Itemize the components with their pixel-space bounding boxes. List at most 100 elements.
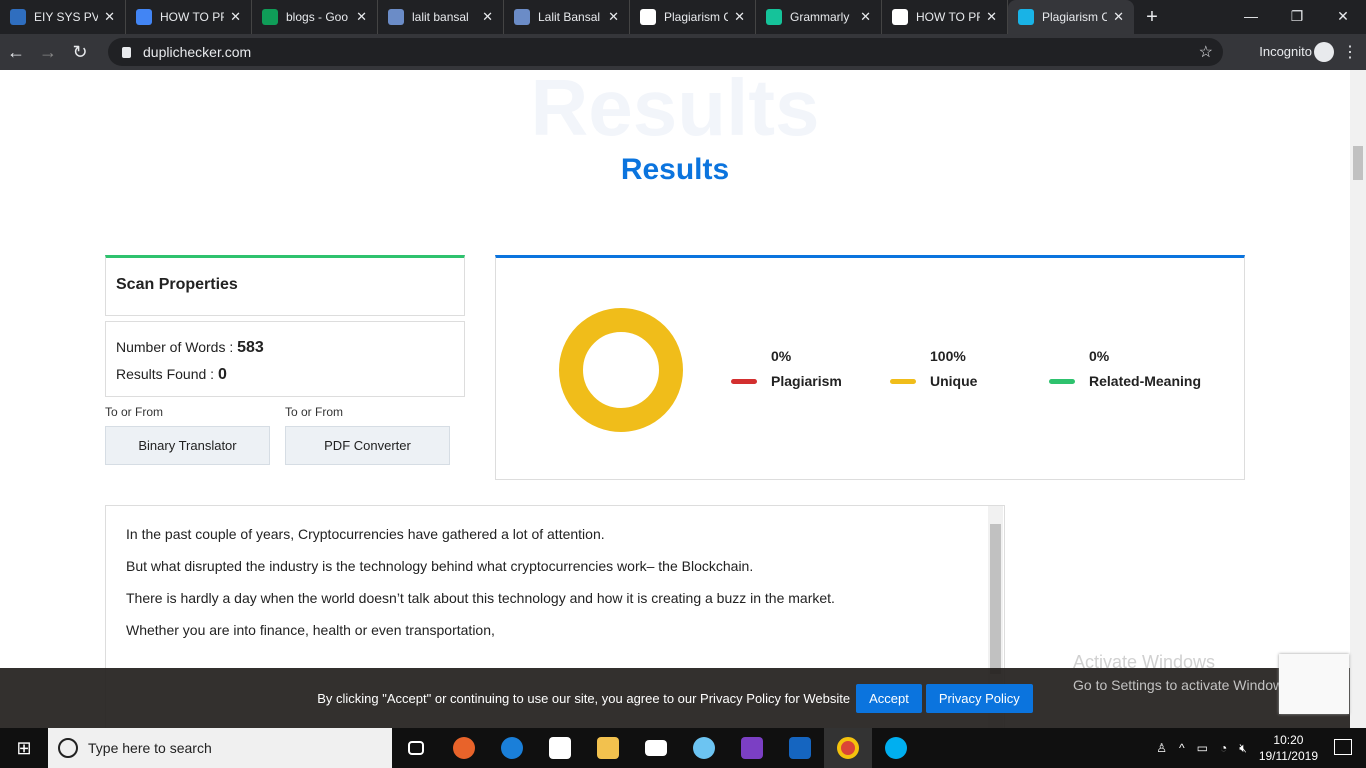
chrome-icon[interactable] (824, 728, 872, 768)
page-scrollbar[interactable] (1350, 70, 1366, 728)
incognito-icon[interactable] (1314, 42, 1334, 62)
to-from-label: To or From (105, 405, 164, 419)
donut-segment-unique (559, 308, 683, 432)
legend-percent: 100% (930, 348, 966, 364)
tab-title: Plagiarism C (1042, 10, 1108, 24)
tab-title: HOW TO PR (916, 10, 981, 24)
accept-button[interactable]: Accept (856, 683, 922, 713)
outlook-icon[interactable] (776, 728, 824, 768)
results-label: Results Found : (116, 366, 215, 382)
close-tab-icon[interactable]: ✕ (986, 9, 997, 24)
lock-icon (122, 46, 131, 58)
close-tab-icon[interactable]: ✕ (734, 9, 745, 24)
tab[interactable]: Lalit Bansal ✕ (504, 0, 630, 34)
search-placeholder: Type here to search (88, 740, 212, 756)
tab-title: Plagiarism C (664, 10, 729, 24)
task-view-icon[interactable] (392, 728, 440, 768)
24-icon (10, 9, 26, 25)
tab[interactable]: Plagiarism C ✕ (630, 0, 756, 34)
close-window-button[interactable]: ✕ (1337, 8, 1349, 24)
duplichecker-icon (1018, 9, 1034, 25)
text-paragraph: But what disrupted the industry is the t… (126, 558, 754, 574)
privacy-policy-button[interactable]: Privacy Policy (925, 683, 1033, 713)
taskbar: ⊞ Type here to search ♙ ^ ▭ ◔ 🔇︎ 10:20 19… (0, 728, 1366, 768)
clock[interactable]: 10:20 19/11/2019 (1259, 732, 1318, 764)
back-button[interactable]: ← (7, 41, 25, 62)
taskbar-search[interactable]: Type here to search (48, 728, 392, 768)
edge-icon[interactable] (488, 728, 536, 768)
activate-windows-title: Activate Windows (1073, 652, 1216, 672)
close-tab-icon[interactable]: ✕ (104, 9, 115, 24)
people-icon[interactable]: ♙ (1156, 741, 1168, 755)
scan-properties-header: Scan Properties (105, 255, 465, 316)
forward-button[interactable]: → (39, 41, 57, 62)
windows-start-icon[interactable]: ⊞ (16, 737, 32, 758)
file-explorer-icon[interactable] (584, 728, 632, 768)
scan-properties: Number of Words : 583 Results Found : 0 (105, 321, 465, 397)
legend-label: Plagiarism (771, 373, 842, 389)
tab[interactable]: HOW TO PR ✕ (126, 0, 252, 34)
cookie-banner: By clicking "Accept" or continuing to us… (0, 668, 1350, 728)
system-tray: ♙ ^ ▭ ◔ 🔇︎ 10:20 19/11/2019 (1156, 728, 1318, 768)
page-title: Results (620, 153, 730, 186)
sst-icon (640, 9, 656, 25)
results-chart: 0% Plagiarism 100% Unique 0% Related-Meaning (495, 255, 1245, 480)
mail-icon[interactable] (632, 728, 680, 768)
tab-title: Lalit Bansal (538, 10, 601, 24)
app-24-icon[interactable] (680, 728, 728, 768)
reload-button[interactable]: ↻ (72, 41, 88, 62)
donut-chart (559, 308, 683, 432)
pdf-converter-button[interactable]: PDF Converter (285, 426, 450, 465)
address-bar[interactable]: duplichecker.com ☆ (108, 38, 1223, 66)
restore-button[interactable]: ❐ (1290, 8, 1304, 24)
visual-studio-icon[interactable] (728, 728, 776, 768)
url-text: duplichecker.com (143, 44, 252, 60)
results-count: 0 (217, 366, 227, 383)
legend-swatch (890, 379, 916, 384)
tab-title: blogs - Goo (286, 10, 349, 24)
close-tab-icon[interactable]: ✕ (356, 9, 367, 24)
user-icon (388, 9, 404, 25)
close-tab-icon[interactable]: ✕ (608, 9, 619, 24)
docs-icon (136, 9, 152, 25)
grammarly-icon (766, 9, 782, 25)
tab[interactable]: HOW TO PR ✕ (882, 0, 1008, 34)
legend-percent: 0% (771, 348, 792, 364)
store-icon[interactable] (536, 728, 584, 768)
bookmark-star-icon[interactable]: ☆ (1198, 44, 1213, 61)
wifi-icon[interactable]: ◔ (1220, 741, 1228, 755)
drive-icon (262, 9, 278, 25)
close-tab-icon[interactable]: ✕ (860, 9, 871, 24)
minimize-button[interactable]: — (1244, 8, 1258, 24)
battery-icon[interactable]: ▭ (1196, 741, 1209, 755)
tab[interactable]: Plagiarism C ✕ (1008, 0, 1134, 34)
new-tab-button[interactable]: + (1146, 6, 1158, 28)
close-tab-icon[interactable]: ✕ (482, 9, 493, 24)
date: 19/11/2019 (1258, 749, 1318, 763)
menu-icon[interactable]: ⋮ (1342, 44, 1358, 61)
tab[interactable]: EIY SYS PVT ✕ (0, 0, 126, 34)
close-tab-icon[interactable]: ✕ (1113, 9, 1124, 24)
firefox-icon[interactable] (440, 728, 488, 768)
google-icon (892, 9, 908, 25)
tab-title: EIY SYS PVT (34, 10, 99, 24)
words-label: Number of Words : (116, 339, 234, 355)
text-paragraph: There is hardly a day when the world doe… (126, 590, 835, 606)
volume-muted-icon[interactable]: 🔇︎ (1239, 740, 1247, 755)
tab[interactable]: Grammarly ✕ (756, 0, 882, 34)
binary-translator-button[interactable]: Binary Translator (105, 426, 270, 465)
tab[interactable]: lalit bansal ✕ (378, 0, 504, 34)
text-paragraph: In the past couple of years, Cryptocurre… (126, 526, 605, 542)
notifications-icon[interactable] (1334, 739, 1352, 755)
legend-label: Unique (930, 373, 978, 389)
window-controls: — ❐ ✕ (1228, 0, 1366, 32)
user-icon (514, 9, 530, 25)
to-from-label: To or From (285, 405, 344, 419)
cortana-icon (58, 738, 78, 758)
tab[interactable]: blogs - Goo ✕ (252, 0, 378, 34)
tab-title: Grammarly (790, 10, 850, 24)
recaptcha-badge[interactable] (1279, 654, 1349, 714)
tray-chevron-icon[interactable]: ^ (1179, 741, 1185, 755)
close-tab-icon[interactable]: ✕ (230, 9, 241, 24)
skype-icon[interactable] (872, 728, 920, 768)
